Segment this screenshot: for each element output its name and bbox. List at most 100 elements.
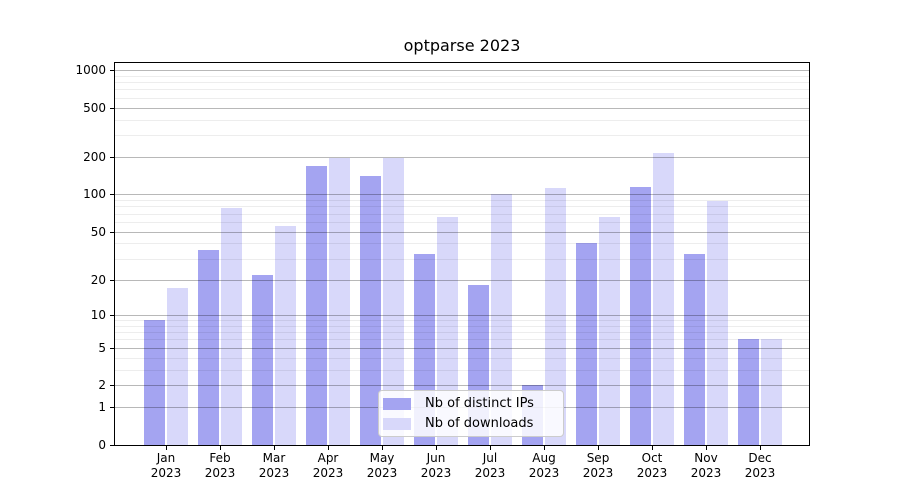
x-tick-label-feb-2023: Feb 2023 xyxy=(193,451,247,481)
minor-gridline-3 xyxy=(115,370,809,371)
minor-gridline-9 xyxy=(115,320,809,321)
x-tick-apr-2023 xyxy=(328,446,329,450)
x-tick-month-oct-2023: Oct xyxy=(641,451,663,465)
x-tick-month-jun-2023: Jun xyxy=(426,451,446,465)
minor-gridline-700 xyxy=(115,89,809,90)
bar-downloads-oct-2023 xyxy=(653,153,674,445)
y-tick-label-50: 50 xyxy=(90,225,106,239)
x-tick-year-oct-2023: 2023 xyxy=(636,466,668,480)
major-gridline-1000 xyxy=(115,70,809,71)
x-tick-jun-2023 xyxy=(436,446,437,450)
x-tick-label-jun-2023: Jun 2023 xyxy=(409,451,463,481)
minor-gridline-900 xyxy=(115,76,809,77)
y-tick-label-10: 10 xyxy=(90,308,106,322)
x-tick-month-sep-2023: Sep xyxy=(586,451,610,465)
major-gridline-2 xyxy=(115,385,809,386)
x-tick-year-sep-2023: 2023 xyxy=(582,466,614,480)
y-tick-1000 xyxy=(110,70,114,71)
major-gridline-100 xyxy=(115,194,809,195)
legend-swatch-downloads xyxy=(383,417,411,430)
chart-title: optparse 2023 xyxy=(403,36,521,55)
major-gridline-50 xyxy=(115,232,809,233)
bars-layer xyxy=(115,63,809,445)
bar-downloads-sep-2023 xyxy=(599,217,620,445)
major-gridline-500 xyxy=(115,108,809,109)
x-tick-feb-2023 xyxy=(220,446,221,450)
minor-gridline-40 xyxy=(115,243,809,244)
x-tick-label-apr-2023: Apr 2023 xyxy=(301,451,355,481)
x-tick-year-nov-2023: 2023 xyxy=(690,466,722,480)
x-tick-year-feb-2023: 2023 xyxy=(204,466,236,480)
x-tick-label-nov-2023: Nov 2023 xyxy=(679,451,733,481)
y-tick-2 xyxy=(110,385,114,386)
bar-downloads-apr-2023 xyxy=(329,158,350,445)
bar-distinct-ips-feb-2023 xyxy=(198,250,219,445)
minor-gridline-600 xyxy=(115,98,809,99)
bar-downloads-jul-2023 xyxy=(491,194,512,445)
minor-gridline-90 xyxy=(115,200,809,201)
x-tick-aug-2023 xyxy=(544,446,545,450)
legend-swatch-distinct-ips xyxy=(383,397,411,410)
x-tick-month-nov-2023: Nov xyxy=(694,451,718,465)
x-tick-mar-2023 xyxy=(274,446,275,450)
minor-gridline-7 xyxy=(115,332,809,333)
y-tick-label-20: 20 xyxy=(90,273,106,287)
bar-downloads-feb-2023 xyxy=(221,208,242,445)
minor-gridline-6 xyxy=(115,339,809,340)
x-tick-month-jul-2023: Jul xyxy=(482,451,498,465)
legend: Nb of distinct IPs Nb of downloads xyxy=(378,390,564,437)
x-tick-label-dec-2023: Dec 2023 xyxy=(733,451,787,481)
minor-gridline-300 xyxy=(115,135,809,136)
bar-distinct-ips-oct-2023 xyxy=(630,187,651,445)
x-tick-year-jun-2023: 2023 xyxy=(420,466,452,480)
bar-distinct-ips-nov-2023 xyxy=(684,254,705,445)
bar-downloads-nov-2023 xyxy=(707,201,728,445)
y-tick-label-1000: 1000 xyxy=(75,63,106,77)
x-tick-month-mar-2023: Mar xyxy=(262,451,286,465)
x-tick-nov-2023 xyxy=(706,446,707,450)
legend-item-downloads: Nb of downloads xyxy=(383,416,555,432)
x-tick-jan-2023 xyxy=(166,446,167,450)
gridlines-layer xyxy=(115,63,809,445)
x-tick-sep-2023 xyxy=(598,446,599,450)
legend-label-downloads: Nb of downloads xyxy=(425,415,534,431)
y-tick-50 xyxy=(110,232,114,233)
bar-distinct-ips-sep-2023 xyxy=(576,243,597,445)
y-tick-1 xyxy=(110,407,114,408)
x-tick-month-may-2023: May xyxy=(369,451,395,465)
bar-downloads-jun-2023 xyxy=(437,217,458,445)
x-tick-label-oct-2023: Oct 2023 xyxy=(625,451,679,481)
x-tick-label-jan-2023: Jan 2023 xyxy=(139,451,193,481)
legend-label-distinct-ips: Nb of distinct IPs xyxy=(425,395,534,411)
y-tick-200 xyxy=(110,157,114,158)
y-tick-label-5: 5 xyxy=(98,341,106,355)
bar-downloads-aug-2023 xyxy=(545,188,566,445)
x-tick-label-jul-2023: Jul 2023 xyxy=(463,451,517,481)
x-tick-month-aug-2023: Aug xyxy=(532,451,556,465)
minor-gridline-4 xyxy=(115,358,809,359)
minor-gridline-30 xyxy=(115,259,809,260)
x-tick-oct-2023 xyxy=(652,446,653,450)
major-gridline-200 xyxy=(115,157,809,158)
x-tick-year-aug-2023: 2023 xyxy=(528,466,560,480)
minor-gridline-80 xyxy=(115,206,809,207)
y-tick-100 xyxy=(110,194,114,195)
y-tick-label-100: 100 xyxy=(83,187,106,201)
bar-distinct-ips-mar-2023 xyxy=(252,275,273,445)
bar-downloads-jan-2023 xyxy=(167,288,188,445)
x-tick-month-jan-2023: Jan xyxy=(156,451,176,465)
y-tick-0 xyxy=(110,445,114,446)
minor-gridline-800 xyxy=(115,82,809,83)
x-tick-may-2023 xyxy=(382,446,383,450)
x-tick-label-aug-2023: Aug 2023 xyxy=(517,451,571,481)
minor-gridline-400 xyxy=(115,120,809,121)
y-tick-label-500: 500 xyxy=(83,101,106,115)
minor-gridline-8 xyxy=(115,326,809,327)
bar-downloads-may-2023 xyxy=(383,158,404,445)
major-gridline-20 xyxy=(115,280,809,281)
x-tick-month-feb-2023: Feb xyxy=(209,451,231,465)
y-tick-10 xyxy=(110,315,114,316)
x-tick-year-dec-2023: 2023 xyxy=(744,466,776,480)
x-tick-year-mar-2023: 2023 xyxy=(258,466,290,480)
